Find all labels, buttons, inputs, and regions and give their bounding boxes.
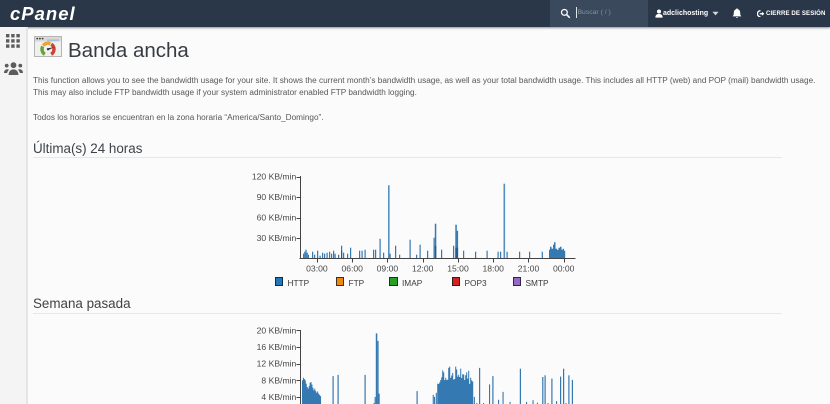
svg-text:12:00: 12:00 <box>412 264 434 274</box>
svg-text:8 KB/min: 8 KB/min <box>261 375 296 385</box>
svg-text:4 KB/min: 4 KB/min <box>261 392 296 402</box>
svg-text:21:00: 21:00 <box>518 264 540 274</box>
svg-text:15:00: 15:00 <box>447 264 469 274</box>
svg-text:16 KB/min: 16 KB/min <box>257 342 297 352</box>
svg-text:18:00: 18:00 <box>482 264 504 274</box>
svg-text:03:00: 03:00 <box>306 264 328 274</box>
svg-text:60 KB/min: 60 KB/min <box>257 213 297 223</box>
svg-text:120 KB/min: 120 KB/min <box>252 172 297 182</box>
svg-text:09:00: 09:00 <box>377 264 399 274</box>
svg-text:20 KB/min: 20 KB/min <box>257 325 297 335</box>
svg-text:90 KB/min: 90 KB/min <box>257 192 297 202</box>
svg-text:00:00: 00:00 <box>553 264 575 274</box>
svg-text:06:00: 06:00 <box>341 264 363 274</box>
svg-text:30 KB/min: 30 KB/min <box>257 233 297 243</box>
svg-text:12 KB/min: 12 KB/min <box>257 359 297 369</box>
